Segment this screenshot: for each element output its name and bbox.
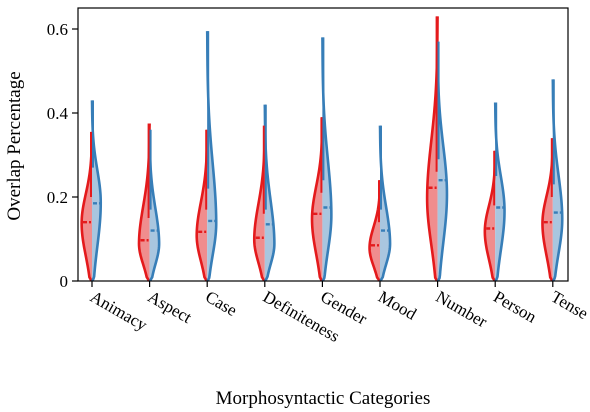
violin-left-fill xyxy=(369,180,380,281)
y-tick-label: 0.2 xyxy=(47,188,68,207)
x-tick-label: Case xyxy=(202,287,240,320)
y-tick-label: 0.6 xyxy=(47,20,68,39)
x-tick-label: Person xyxy=(490,287,540,327)
x-tick-label: Mood xyxy=(375,287,420,324)
violin-left-fill xyxy=(427,16,438,282)
violin-left-fill xyxy=(196,129,208,281)
violin-right-fill xyxy=(552,79,563,282)
violin-animacy xyxy=(80,100,103,282)
plot-area xyxy=(80,16,564,282)
violin-number xyxy=(425,16,449,282)
x-tick-label: Tense xyxy=(548,287,590,323)
x-tick-label: Aspect xyxy=(145,287,196,327)
violin-gender xyxy=(310,37,333,282)
x-tick-label: Animacy xyxy=(87,287,151,335)
x-axis-label: Morphosyntactic Categories xyxy=(216,388,431,409)
violin-person xyxy=(483,102,506,282)
violin-mood xyxy=(368,125,392,282)
y-axis: 0 0.2 0.4 0.6 xyxy=(47,20,78,291)
y-tick-label: 0 xyxy=(60,272,69,291)
x-tick-label: Number xyxy=(433,287,491,331)
violin-definiteness xyxy=(252,104,276,282)
violin-aspect xyxy=(137,123,161,282)
violin-case xyxy=(195,31,218,282)
y-tick-label: 0.4 xyxy=(47,104,69,123)
violin-tense xyxy=(541,79,564,282)
y-axis-label: Overlap Percentage xyxy=(4,71,25,220)
